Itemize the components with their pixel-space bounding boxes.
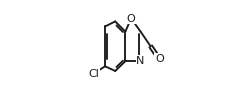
Text: Cl: Cl xyxy=(88,69,99,78)
Text: O: O xyxy=(127,14,136,24)
Text: N: N xyxy=(136,56,145,66)
Text: O: O xyxy=(155,54,164,64)
